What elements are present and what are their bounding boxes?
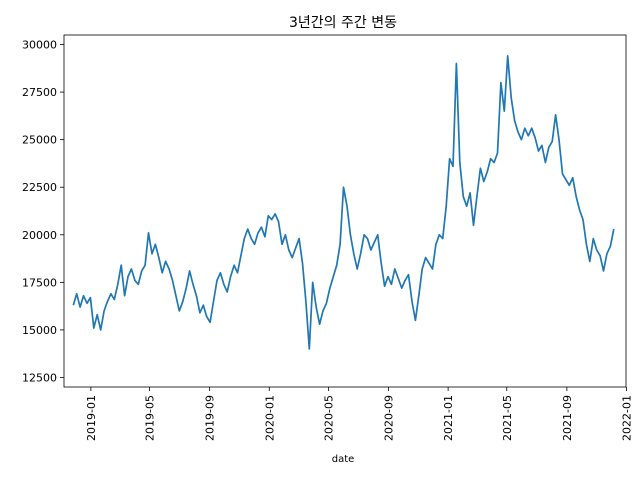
x-tick-label: 2021-05 [501,395,514,441]
x-tick-label: 2020-05 [322,395,335,441]
x-axis: 2019-01 2019-05 2019-09 2020-01 2020-05 2020-… [85,387,633,441]
x-tick-label: 2021-01 [442,395,455,441]
chart-title: 3년간의 주간 변동 [289,15,397,31]
plot-area: 12500 15000 17500 20000 22500 25000 27500 30000… [22,34,633,441]
x-axis-label: date [332,454,355,465]
x-tick-label: 2019-09 [204,395,217,441]
x-tick-label: 2020-09 [382,395,395,441]
y-tick-label: 17500 [22,276,57,289]
plot-frame [63,34,627,388]
y-tick-label: 20000 [22,229,57,242]
x-tick-label: 2022-01 [620,395,633,441]
y-tick-label: 30000 [22,39,57,52]
series-line [72,55,615,350]
y-tick-label: 22500 [22,181,57,194]
y-tick-label: 12500 [22,371,57,384]
y-tick-label: 15000 [22,324,57,337]
y-tick-label: 27500 [22,86,57,99]
x-tick-label: 2021-09 [561,395,574,441]
x-tick-label: 2019-01 [85,395,98,441]
y-axis: 12500 15000 17500 20000 22500 25000 27500 30000 [22,39,64,384]
y-tick-label: 25000 [22,134,57,147]
x-tick-label: 2020-01 [263,395,276,441]
x-tick-label: 2019-05 [144,395,157,441]
